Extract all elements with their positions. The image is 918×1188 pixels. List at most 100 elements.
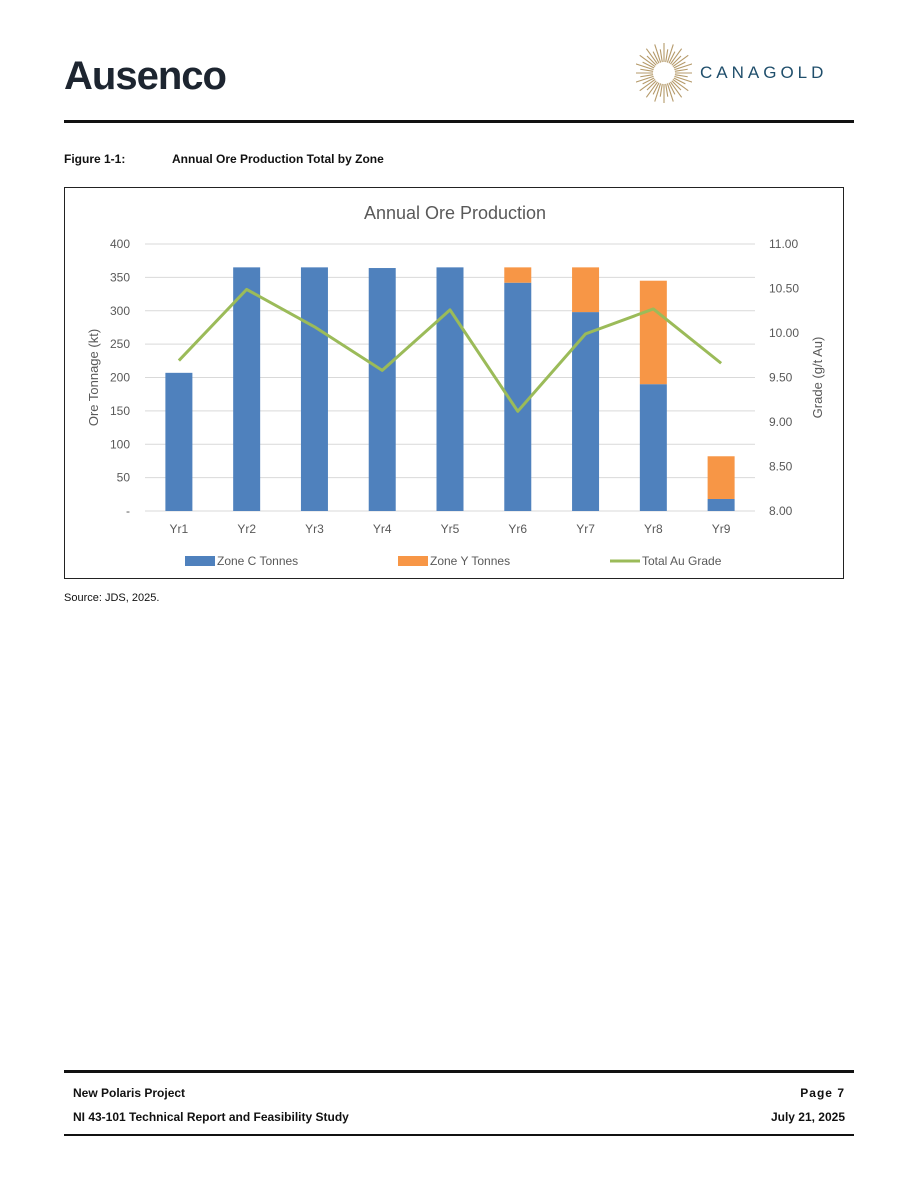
sunburst-ray bbox=[665, 83, 669, 97]
sunburst-ray bbox=[673, 61, 686, 69]
sunburst-ray bbox=[665, 49, 669, 63]
sunburst-ray bbox=[670, 81, 683, 98]
y-tick-label: 400 bbox=[110, 237, 130, 251]
sunburst-ray bbox=[652, 82, 660, 95]
y-tick-label: - bbox=[126, 504, 130, 518]
y2-tick-label: 9.00 bbox=[769, 415, 793, 429]
sunburst-ray bbox=[645, 81, 658, 98]
sunburst-ray bbox=[674, 75, 692, 83]
y2-tick-label: 8.50 bbox=[769, 460, 793, 474]
y-tick-label: 50 bbox=[117, 471, 131, 485]
figure-title: Annual Ore Production Total by Zone bbox=[172, 152, 384, 166]
sunburst-ray bbox=[670, 48, 683, 65]
y2-tick-label: 8.00 bbox=[769, 504, 793, 518]
figure-number: Figure 1-1: bbox=[64, 152, 126, 166]
bar-zone-y bbox=[707, 456, 735, 499]
bar-zone-c bbox=[233, 267, 261, 511]
y-tick-label: 200 bbox=[110, 371, 130, 385]
y-tick-label: 150 bbox=[110, 404, 130, 418]
sunburst-ray bbox=[668, 82, 676, 95]
bar-zone-c bbox=[436, 267, 464, 511]
sunburst-ray bbox=[654, 44, 662, 63]
sunburst-ray bbox=[668, 51, 676, 64]
y-axis-label: Ore Tonnage (kt) bbox=[86, 329, 101, 426]
footer-page-number: Page 7 bbox=[800, 1086, 845, 1100]
grade-line bbox=[177, 287, 723, 413]
bar-zone-c bbox=[572, 312, 600, 511]
x-tick-label: Yr1 bbox=[170, 522, 189, 536]
footer-bottom-rule bbox=[64, 1134, 854, 1136]
x-tick-label: Yr7 bbox=[576, 522, 595, 536]
sunburst-ray bbox=[672, 79, 689, 92]
sunburst-ray bbox=[673, 77, 686, 85]
x-tick-label: Yr6 bbox=[508, 522, 527, 536]
canagold-logo-text: CANAGOLD bbox=[700, 63, 828, 82]
x-tick-label: Yr2 bbox=[237, 522, 256, 536]
y-tick-label: 100 bbox=[110, 437, 130, 451]
footer-date: July 21, 2025 bbox=[770, 1110, 845, 1124]
y-tick-label: 250 bbox=[110, 337, 130, 351]
sunburst-ray bbox=[646, 80, 657, 91]
y-tick-label: 350 bbox=[110, 270, 130, 284]
bar-zone-y bbox=[504, 267, 532, 283]
bar-zone-y bbox=[639, 280, 667, 385]
chart-title: Annual Ore Production bbox=[364, 203, 546, 223]
y-tick-label: 300 bbox=[110, 304, 130, 318]
x-tick-label: Yr8 bbox=[644, 522, 663, 536]
sunburst-ray bbox=[639, 54, 656, 67]
canagold-logo: CANAGOLD bbox=[636, 40, 846, 106]
sunburst-ray bbox=[659, 49, 663, 63]
y2-tick-label: 10.00 bbox=[769, 326, 799, 340]
sunburst-ray bbox=[671, 55, 682, 66]
ausenco-logo: Ausenco bbox=[64, 52, 227, 100]
legend-swatch bbox=[185, 556, 215, 566]
sunburst-ray bbox=[672, 54, 689, 67]
sunburst-ray bbox=[642, 77, 655, 85]
canagold-sunburst-icon bbox=[636, 43, 692, 103]
legend-label: Zone Y Tonnes bbox=[430, 554, 510, 568]
sunburst-ray bbox=[666, 83, 674, 102]
annual-ore-production-chart: Annual Ore Production - 50 100 150 200 250 300 3… bbox=[86, 203, 825, 568]
ausenco-logo-text: Ausenco bbox=[64, 53, 227, 98]
sunburst-ray bbox=[674, 63, 692, 71]
footer-project: New Polaris Project bbox=[73, 1086, 186, 1100]
legend-label: Total Au Grade bbox=[642, 554, 722, 568]
figure-caption: Figure 1-1: Annual Ore Production Total b… bbox=[64, 152, 384, 166]
sunburst-ray bbox=[674, 68, 688, 72]
sunburst-ray bbox=[642, 61, 655, 69]
sunburst-ray bbox=[671, 80, 682, 91]
sunburst-ray bbox=[636, 75, 654, 83]
y2-tick-label: 9.50 bbox=[769, 371, 793, 385]
legend-label: Zone C Tonnes bbox=[217, 554, 298, 568]
footer-top-rule bbox=[64, 1070, 854, 1073]
sunburst-ray bbox=[636, 63, 654, 71]
bar-zone-c bbox=[300, 267, 328, 511]
x-tick-label: Yr4 bbox=[373, 522, 392, 536]
sunburst-ray bbox=[640, 74, 654, 78]
x-tick-label: Yr3 bbox=[305, 522, 324, 536]
sunburst-ray bbox=[640, 68, 654, 72]
y2-tick-label: 11.00 bbox=[769, 237, 798, 251]
sunburst-ray bbox=[652, 51, 660, 64]
x-tick-label: Yr5 bbox=[441, 522, 460, 536]
sunburst-ray bbox=[646, 55, 657, 66]
sunburst-ray bbox=[654, 83, 662, 102]
sunburst-ray bbox=[645, 48, 658, 65]
figure-source: Source: JDS, 2025. bbox=[64, 592, 160, 604]
sunburst-ray bbox=[659, 83, 663, 97]
sunburst-ray bbox=[674, 74, 688, 78]
sunburst-ray bbox=[639, 79, 656, 92]
legend-swatch bbox=[398, 556, 428, 566]
y2-tick-label: 10.50 bbox=[769, 282, 799, 296]
bar-zone-c bbox=[707, 498, 735, 511]
header-rule bbox=[64, 120, 854, 123]
bar-zone-c bbox=[368, 268, 396, 511]
bar-zone-c bbox=[165, 372, 193, 511]
y2-axis-label: Grade (g/t Au) bbox=[810, 337, 825, 419]
x-tick-label: Yr9 bbox=[712, 522, 731, 536]
bar-zone-c bbox=[639, 384, 667, 511]
footer-report-title: NI 43-101 Technical Report and Feasibili… bbox=[73, 1110, 349, 1124]
bar-zone-y bbox=[572, 267, 600, 313]
chart-frame: Annual Ore Production - 50 100 150 200 250 300 3… bbox=[64, 187, 844, 579]
sunburst-ray bbox=[666, 44, 674, 63]
